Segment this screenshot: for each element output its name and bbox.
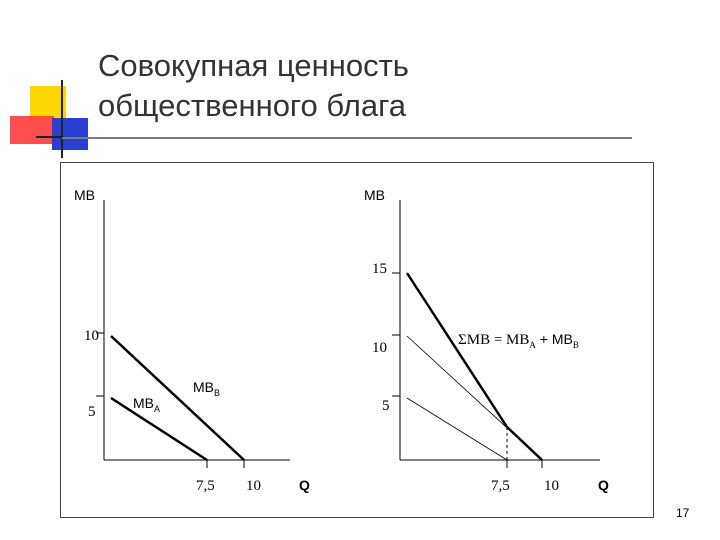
right-x-axis-label: Q bbox=[598, 477, 609, 493]
slide-title: Совокупная ценность общественного блага bbox=[98, 46, 409, 126]
decor-vertical-line bbox=[61, 80, 63, 158]
right-y-tick-label-10: 10 bbox=[372, 340, 387, 356]
right-x-tick-label-7-5: 7,5 bbox=[491, 478, 510, 494]
left-graph: MB 10 5 7,5 10 Q MBA MBB bbox=[74, 187, 310, 494]
left-x-tick-label-7-5: 7,5 bbox=[196, 478, 215, 494]
decor-blue-square bbox=[52, 118, 88, 150]
curve-mb-a-label: MBA bbox=[133, 395, 160, 414]
decor-red-square bbox=[10, 116, 54, 144]
left-y-tick-label-5: 5 bbox=[88, 404, 96, 420]
title-underline bbox=[62, 137, 632, 139]
decor-horizontal-line bbox=[36, 136, 64, 138]
decor-yellow-square bbox=[30, 86, 66, 120]
curve-mb-b bbox=[110, 335, 245, 461]
sum-mb-label: ΣMB = MBA + MBB bbox=[458, 331, 579, 350]
left-x-tick-label-10: 10 bbox=[246, 478, 261, 494]
right-y-tick-label-5: 5 bbox=[382, 398, 390, 414]
curve-mb-b-label: MBB bbox=[193, 379, 220, 398]
left-x-axis-label: Q bbox=[299, 477, 310, 493]
right-y-axis-label: MB bbox=[364, 187, 385, 203]
right-graph: MB 15 10 5 7,5 10 Q ΣMB = MBA + MBB bbox=[364, 187, 609, 494]
right-y-tick-label-15: 15 bbox=[372, 261, 387, 277]
diagram-frame bbox=[60, 162, 654, 518]
left-y-tick-label-10: 10 bbox=[84, 328, 99, 344]
slide-title-line-1: Совокупная ценность bbox=[98, 48, 409, 83]
slide-title-line-2: общественного блага bbox=[98, 88, 406, 123]
right-curve-mb-a-thin bbox=[406, 397, 508, 461]
left-y-axis-label: MB bbox=[74, 187, 95, 203]
curve-sum-mb bbox=[405, 272, 543, 461]
right-x-tick-label-10: 10 bbox=[544, 478, 559, 494]
curve-mb-a bbox=[110, 396, 208, 462]
page-number: 17 bbox=[676, 506, 690, 520]
